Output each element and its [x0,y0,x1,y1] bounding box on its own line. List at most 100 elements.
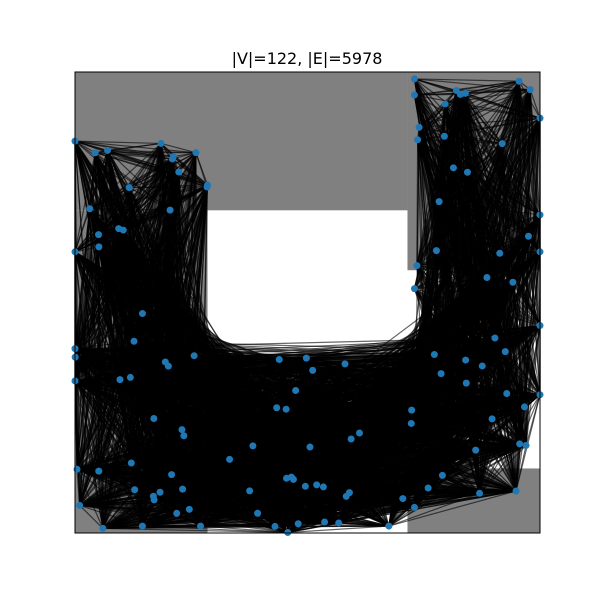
graph-node [319,483,327,491]
graph-edge [79,435,185,506]
graph-node [282,405,290,413]
graph-edge [418,126,454,169]
graph-edge [257,363,346,514]
graph-edge [122,187,130,231]
graph-node [516,440,524,448]
graph-edge [388,490,517,527]
graph-edge [195,152,209,186]
graph-edge [413,136,445,508]
graph-node [104,146,112,154]
graph-node [462,356,470,364]
graph-node [130,337,138,345]
graph-edge [358,117,541,434]
graph-node [520,403,528,411]
graph-node [246,487,254,495]
graph-edge [98,150,109,472]
graph-node [449,164,457,172]
graph-edge [133,340,289,533]
graph-node [157,139,165,147]
graph-edge [107,142,162,151]
graph-node [156,488,164,496]
graph-node [294,520,302,528]
graph-edge [410,373,442,424]
graph-node [413,262,421,270]
graph-edge [416,265,467,361]
graph-edge [418,127,488,278]
graph-node [438,471,446,479]
graph-edge [98,246,183,430]
graph-node [461,89,469,97]
graph-node [95,467,103,475]
graph-node [173,509,181,517]
graph-edge [74,234,99,253]
graph-edge [512,81,520,283]
graph-edge [529,89,541,119]
graph-edge [183,186,208,436]
graph-edge [168,357,307,367]
graph-edge [176,476,292,514]
graph-node [91,149,99,157]
graph-edge [141,435,185,527]
graph-edge [414,78,531,91]
graph-edge [74,380,104,529]
graph-node [150,415,158,423]
graph-edge [98,389,296,472]
graph-node [273,404,281,412]
graph-edge [444,103,517,492]
graph-node [115,225,123,233]
graph-edge [141,313,254,447]
graph-edge [98,234,259,514]
graph-node [483,274,491,282]
graph-edge [153,152,197,419]
graph-edge [287,522,339,534]
graph-node [197,522,205,530]
graph-edge [444,103,526,408]
graph-edge [452,167,541,395]
graph-edge [74,380,480,494]
graph-edge [481,143,503,366]
graph-edge [102,377,131,529]
graph-edge [417,139,541,395]
graph-edge [76,468,429,489]
graph-edge [287,422,412,533]
graph-node [126,373,134,381]
graph-edge [98,379,121,472]
nodes-layer [71,75,544,536]
graph-edge [411,172,469,411]
graph-edge [441,236,530,476]
graph-edge [200,525,288,534]
graph-node [226,455,234,463]
graph-edge [499,117,541,254]
graph-edge [79,470,100,506]
graph-edge [142,313,294,480]
graph-node [441,100,449,108]
graph-edge [75,356,507,395]
graph-node [385,522,393,530]
graph-node [522,441,530,449]
graph-node [95,231,103,239]
graph-edge [142,525,288,534]
graph-edge [74,348,435,356]
graph-edge [287,525,389,534]
graph-edge [74,380,520,445]
graph-edge [133,313,144,342]
graph-edge [74,140,208,188]
graph-node [512,487,520,495]
graph-edge [176,490,517,514]
graph-edge [119,379,517,492]
graph-edge [193,355,352,440]
graph-edge [433,281,514,355]
graph-edge [74,158,173,253]
graph-edge [74,140,162,145]
graph-edge [74,359,466,382]
graph-node [192,149,200,157]
graph-edge [499,214,541,254]
graph-edge [102,527,288,534]
graph-node [355,429,363,437]
graph-edge [133,340,287,479]
graph-edge [323,409,413,488]
graph-edge [441,81,520,476]
graph-edge [249,487,429,492]
graph-edge [128,187,254,447]
graph-edge [133,340,541,396]
